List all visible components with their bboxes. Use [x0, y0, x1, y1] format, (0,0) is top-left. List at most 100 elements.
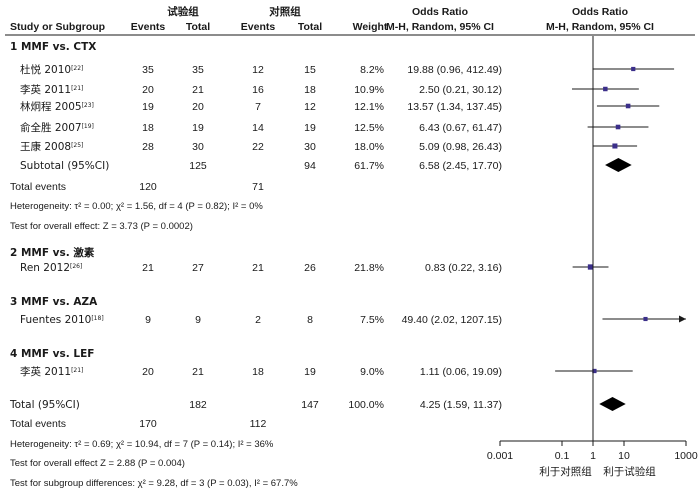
study-name: 李英 2011[21]: [20, 83, 83, 96]
weight: 18.0%: [354, 141, 384, 153]
subtotal-ci: 6.58 (2.45, 17.70): [419, 160, 502, 172]
favours-treatment-label: 利于试验组: [603, 465, 656, 478]
study-ref: [19]: [82, 123, 94, 130]
subtotal-diamond: [605, 158, 632, 172]
subtotal-n1: 125: [189, 160, 207, 172]
study-ref: [25]: [71, 142, 83, 149]
events-2: 12: [252, 64, 264, 76]
ci-text: 49.40 (2.02, 1207.15): [402, 314, 502, 326]
total-2: 26: [304, 262, 316, 274]
events-1: 21: [142, 262, 154, 274]
study-ref: [18]: [91, 315, 103, 322]
weight: 8.2%: [360, 64, 384, 76]
point-estimate: [643, 316, 648, 322]
events-2: 2: [255, 314, 261, 326]
total-2: 12: [304, 101, 316, 113]
ci-arrow: [679, 315, 686, 323]
study-name: 林炯程 2005[23]: [20, 100, 94, 113]
weight: 12.5%: [354, 122, 384, 134]
subgroup-title: 1 MMF vs. CTX: [10, 41, 96, 53]
events-1: 35: [142, 64, 154, 76]
ci-text: 5.09 (0.98, 26.43): [419, 141, 502, 153]
total-diamond: [599, 397, 626, 411]
events-1: 9: [145, 314, 151, 326]
weight: 21.8%: [354, 262, 384, 274]
study-ref: [23]: [82, 102, 94, 109]
total-2: 19: [304, 122, 316, 134]
total-1: 27: [192, 262, 204, 274]
total-1: 9: [195, 314, 201, 326]
study-name: Ren 2012[26]: [20, 262, 82, 274]
overall-effect: Test for overall effect: Z = 3.73 (P = 0…: [10, 221, 193, 232]
study-ref: [21]: [71, 367, 83, 374]
weight: 7.5%: [360, 314, 384, 326]
x-tick-label: 10: [618, 450, 630, 462]
study-name: 李英 2011[21]: [20, 365, 83, 378]
ci-text: 6.43 (0.67, 61.47): [419, 122, 502, 134]
events-2: 22: [252, 141, 264, 153]
col-total1: Total: [186, 21, 210, 33]
events-1: 20: [142, 366, 154, 378]
odds-ratio-header: Odds Ratio: [412, 6, 468, 18]
favours-control-label: 利于对照组: [539, 465, 592, 478]
study-ref: [26]: [70, 263, 82, 270]
subtotal-label: Subtotal (95%CI): [20, 160, 109, 172]
study-ref: [22]: [71, 65, 83, 72]
point-estimate: [603, 86, 608, 92]
ci-text: 13.57 (1.34, 137.45): [407, 101, 502, 113]
total-1: 21: [192, 366, 204, 378]
x-tick-label: 1: [590, 450, 596, 462]
group1-title: 试验组: [167, 5, 199, 18]
x-tick-label: 0.1: [555, 450, 570, 462]
total-events-2: 112: [250, 418, 267, 430]
total-n1: 182: [189, 399, 207, 411]
events-1: 18: [142, 122, 154, 134]
subgroup-title: 3 MMF vs. AZA: [10, 296, 98, 308]
total-1: 19: [192, 122, 204, 134]
ci-text: 1.11 (0.06, 19.09): [420, 366, 502, 378]
total-1: 20: [192, 101, 204, 113]
subgroup-title: 4 MMF vs. LEF: [10, 348, 94, 360]
odds-ratio-header-plot: Odds Ratio: [572, 6, 628, 18]
events-1: 20: [142, 84, 154, 96]
col-weight: Weight: [353, 21, 388, 33]
total-events-label: Total events: [10, 418, 66, 430]
point-estimate: [587, 264, 594, 270]
total-2: 19: [304, 366, 316, 378]
events-1: 28: [142, 141, 154, 153]
study-name: 杜悦 2010[22]: [20, 63, 83, 76]
total-1: 30: [192, 141, 204, 153]
point-estimate: [615, 124, 621, 130]
study-name: 王康 2008[25]: [20, 140, 83, 153]
total-ci: 4.25 (1.59, 11.37): [420, 399, 502, 411]
subtotal-n2: 94: [304, 160, 316, 172]
point-estimate: [612, 143, 618, 149]
total-events-label: Total events: [10, 181, 66, 193]
weight: 10.9%: [354, 84, 384, 96]
events-2: 16: [252, 84, 264, 96]
total-events-2: 71: [252, 181, 264, 193]
subgroup-differences: Test for subgroup differences: χ² = 9.28…: [10, 478, 298, 489]
heterogeneity: Heterogeneity: τ² = 0.69; χ² = 10.94, df…: [10, 439, 274, 450]
total-2: 8: [307, 314, 313, 326]
study-ref: [21]: [71, 85, 83, 92]
col-study: Study or Subgroup: [10, 21, 105, 33]
ci-text: 0.83 (0.22, 3.16): [425, 262, 502, 274]
total-events-1: 170: [139, 418, 157, 430]
col-method-plot: M-H, Random, 95% CI: [546, 21, 654, 33]
heterogeneity: Heterogeneity: τ² = 0.00; χ² = 1.56, df …: [10, 201, 263, 212]
total-2: 15: [304, 64, 316, 76]
point-estimate: [592, 368, 597, 374]
total-events-1: 120: [139, 181, 157, 193]
events-2: 7: [255, 101, 261, 113]
total-weight: 100.0%: [348, 399, 384, 411]
col-method: M-H, Random, 95% CI: [386, 21, 494, 33]
ci-text: 2.50 (0.21, 30.12): [419, 84, 502, 96]
events-2: 21: [252, 262, 264, 274]
x-tick-label: 1000: [674, 450, 698, 462]
total-n2: 147: [301, 399, 319, 411]
total-label: Total (95%CI): [9, 399, 80, 411]
col-total2: Total: [298, 21, 322, 33]
subgroup-title: 2 MMF vs. 激素: [10, 246, 95, 259]
events-2: 14: [252, 122, 264, 134]
